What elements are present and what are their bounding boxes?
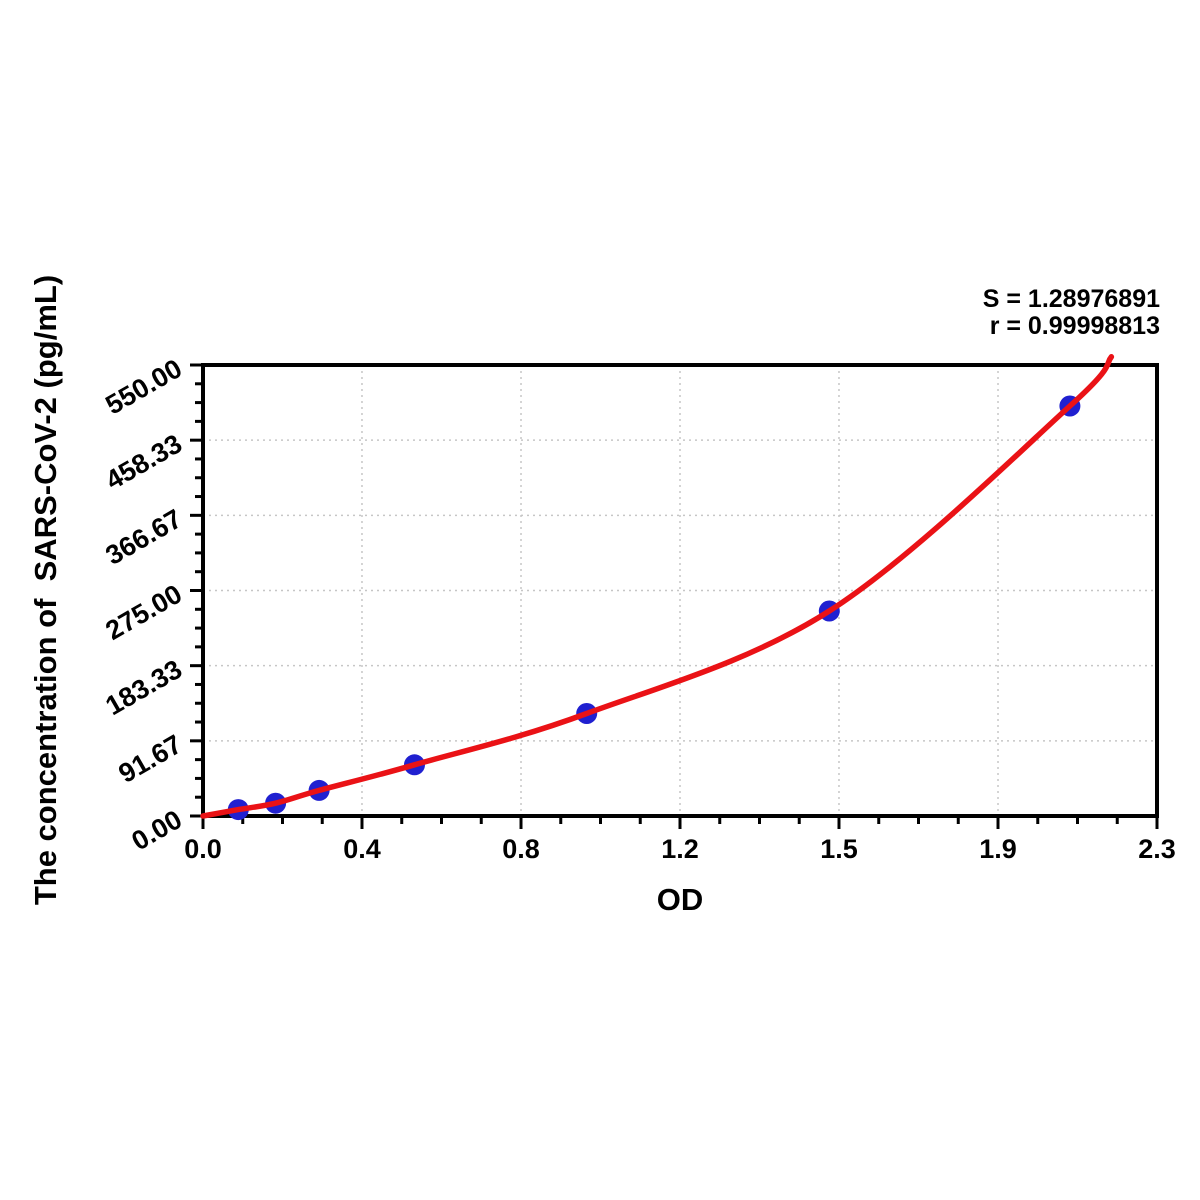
y-tick-label: 91.67: [113, 729, 187, 789]
y-tick-label: 275.00: [100, 579, 187, 646]
fit-statistics: S = 1.28976891 r = 0.99998813: [983, 286, 1160, 340]
x-tick-label: 1.9: [979, 834, 1017, 864]
x-tick-label: 0.8: [502, 834, 540, 864]
fitted-curve: [200, 354, 1115, 819]
fit-statistic-r: r = 0.99998813: [989, 312, 1160, 340]
y-tick-label: 183.33: [100, 654, 187, 721]
fit-statistic-s: S = 1.28976891: [982, 285, 1160, 313]
x-tick-label: 1.5: [820, 834, 858, 864]
y-tick-label: 458.33: [100, 428, 187, 495]
plot-border: [201, 363, 1159, 818]
x-tick-label: 0.0: [184, 834, 222, 864]
x-tick-label: 0.4: [343, 834, 381, 864]
y-tick-label: 366.67: [100, 504, 187, 571]
y-tick-label: 0.00: [126, 804, 187, 856]
y-axis-title: The concentration of SARS-CoV-2 (pg/mL): [28, 274, 63, 906]
x-axis-title: OD: [656, 882, 704, 917]
y-tick-label: 550.00: [100, 353, 187, 420]
x-tick-label: 1.2: [661, 834, 699, 864]
x-tick-label: 2.3: [1138, 834, 1176, 864]
